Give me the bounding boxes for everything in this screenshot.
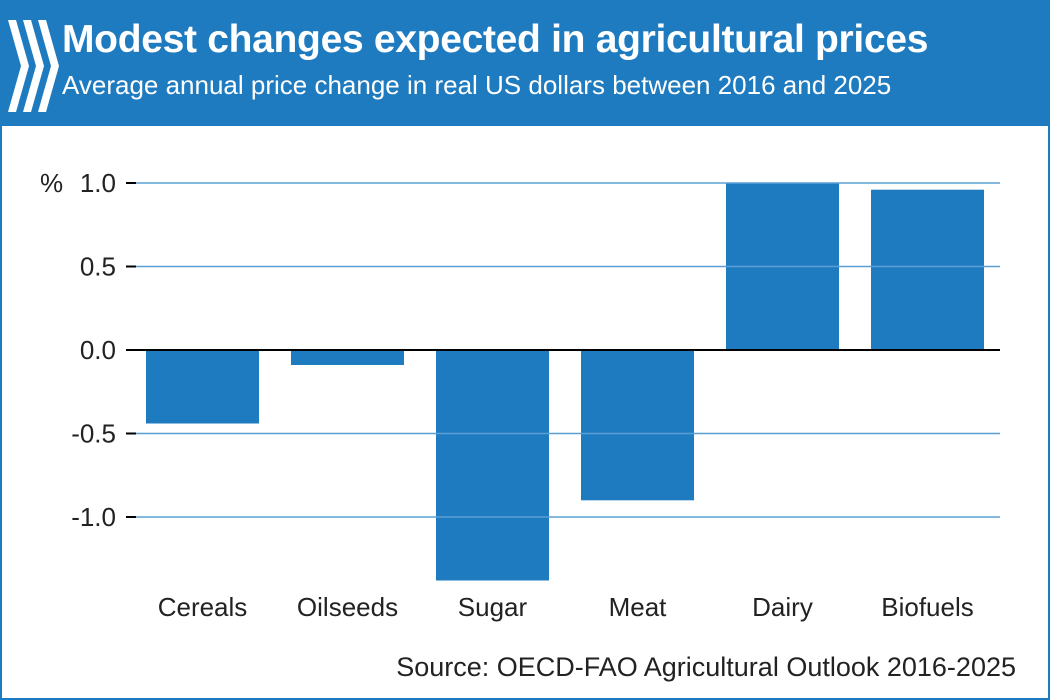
x-category-label: Oilseeds [297,592,398,622]
x-category-label: Sugar [458,592,528,622]
labels-group: 1.0 0.5 0.0 -0.5 -1.0% Cereals Oilseeds Sugar Me… [40,168,974,622]
y-tick-label: -1.0 [71,502,116,532]
y-tick-label: -0.5 [71,419,116,449]
bar-sugar [436,350,549,581]
x-category-label: Biofuels [881,592,974,622]
bar-oilseeds [291,350,404,365]
y-tick-label: 0.0 [80,335,116,365]
source-note: Source: OECD-FAO Agricultural Outlook 20… [396,652,1016,682]
chart-header: Modest changes expected in agricultural … [2,2,1048,126]
bar-chart: 1.0 0.5 0.0 -0.5 -1.0% Cereals Oilseeds Sugar Me… [40,168,1000,622]
y-unit-label: % [40,168,63,198]
x-category-label: Dairy [752,592,813,622]
y-tick-label: 0.5 [80,252,116,282]
oecd-chevrons-icon [8,20,59,112]
chart-subtitle: Average annual price change in real US d… [62,70,892,100]
axis-group [126,182,1000,518]
gridlines-group [130,182,1000,518]
x-category-label: Cereals [158,592,248,622]
chart-title: Modest changes expected in agricultural … [62,18,929,61]
bar-biofuels [871,189,984,350]
bars-group [146,183,984,581]
bar-meat [581,350,694,501]
bar-cereals [146,350,259,424]
y-tick-label: 1.0 [80,168,116,198]
x-category-label: Meat [609,592,668,622]
